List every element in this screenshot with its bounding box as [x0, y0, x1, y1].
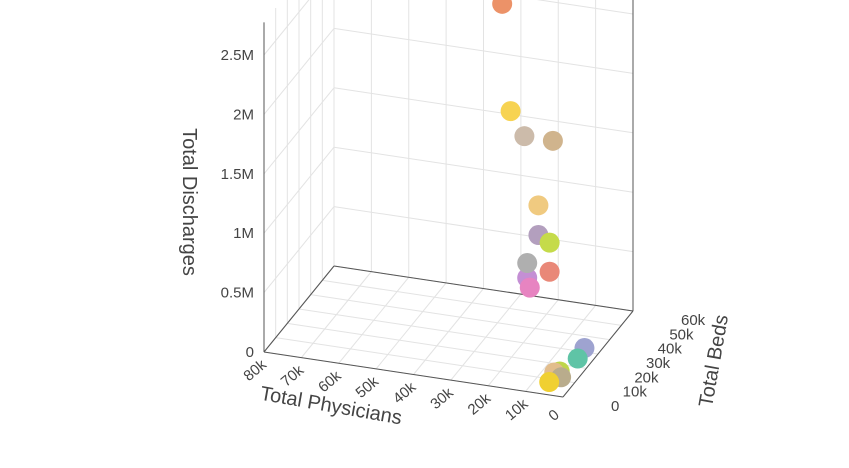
- floor-grid-y: [275, 337, 575, 384]
- data-point[interactable]: [519, 277, 540, 298]
- z-tick-label: 1.5M: [221, 166, 254, 183]
- y-tick-label: 50k: [669, 326, 694, 343]
- x-tick-label: 10k: [502, 395, 532, 424]
- z-tick-label: 0: [246, 344, 254, 361]
- grid-lines: [263, 0, 634, 398]
- y-tick-label: 60k: [681, 312, 706, 329]
- data-point[interactable]: [539, 232, 560, 253]
- z-axis-title: Total Discharges: [178, 128, 200, 276]
- y-axis-line: [562, 310, 634, 398]
- x-tick-label: 40k: [390, 378, 420, 407]
- floor-grid-y: [310, 294, 610, 341]
- y-tick-label: 10k: [623, 384, 648, 401]
- floor-grid-y: [287, 322, 587, 369]
- z-tick-label: 0.5M: [221, 285, 254, 302]
- y-tick-label: 30k: [646, 355, 671, 372]
- x-axis-line: [263, 351, 564, 398]
- x-tick-label: 60k: [315, 367, 345, 396]
- x-tick-label: 0: [545, 406, 562, 424]
- data-point[interactable]: [528, 195, 549, 216]
- data-point[interactable]: [492, 0, 513, 14]
- data-point[interactable]: [517, 253, 538, 274]
- floor-grid-y: [298, 308, 599, 355]
- data-point[interactable]: [567, 348, 588, 369]
- floor-back-edge: [263, 265, 335, 353]
- x-tick-label: 50k: [353, 373, 383, 402]
- floor-right-edge: [333, 265, 634, 312]
- data-point[interactable]: [539, 261, 560, 282]
- axis-lines: [263, 0, 634, 398]
- y-tick-label: 20k: [634, 369, 659, 386]
- data-point[interactable]: [514, 126, 535, 147]
- grid-line-z: [536, 0, 634, 15]
- x-tick-label: 30k: [427, 384, 457, 413]
- data-point[interactable]: [539, 372, 560, 393]
- z-tick-label: 2.5M: [221, 47, 254, 64]
- data-point[interactable]: [500, 101, 521, 122]
- floor-grid-y: [322, 279, 622, 326]
- z-tick-label: 2M: [233, 106, 254, 123]
- y-tick-label: 0: [611, 398, 619, 415]
- data-points: [492, 0, 595, 393]
- x-tick-label: 20k: [465, 390, 495, 419]
- z-tick-label: 1M: [233, 225, 254, 242]
- data-point[interactable]: [542, 130, 563, 151]
- y-tick-label: 40k: [658, 341, 683, 358]
